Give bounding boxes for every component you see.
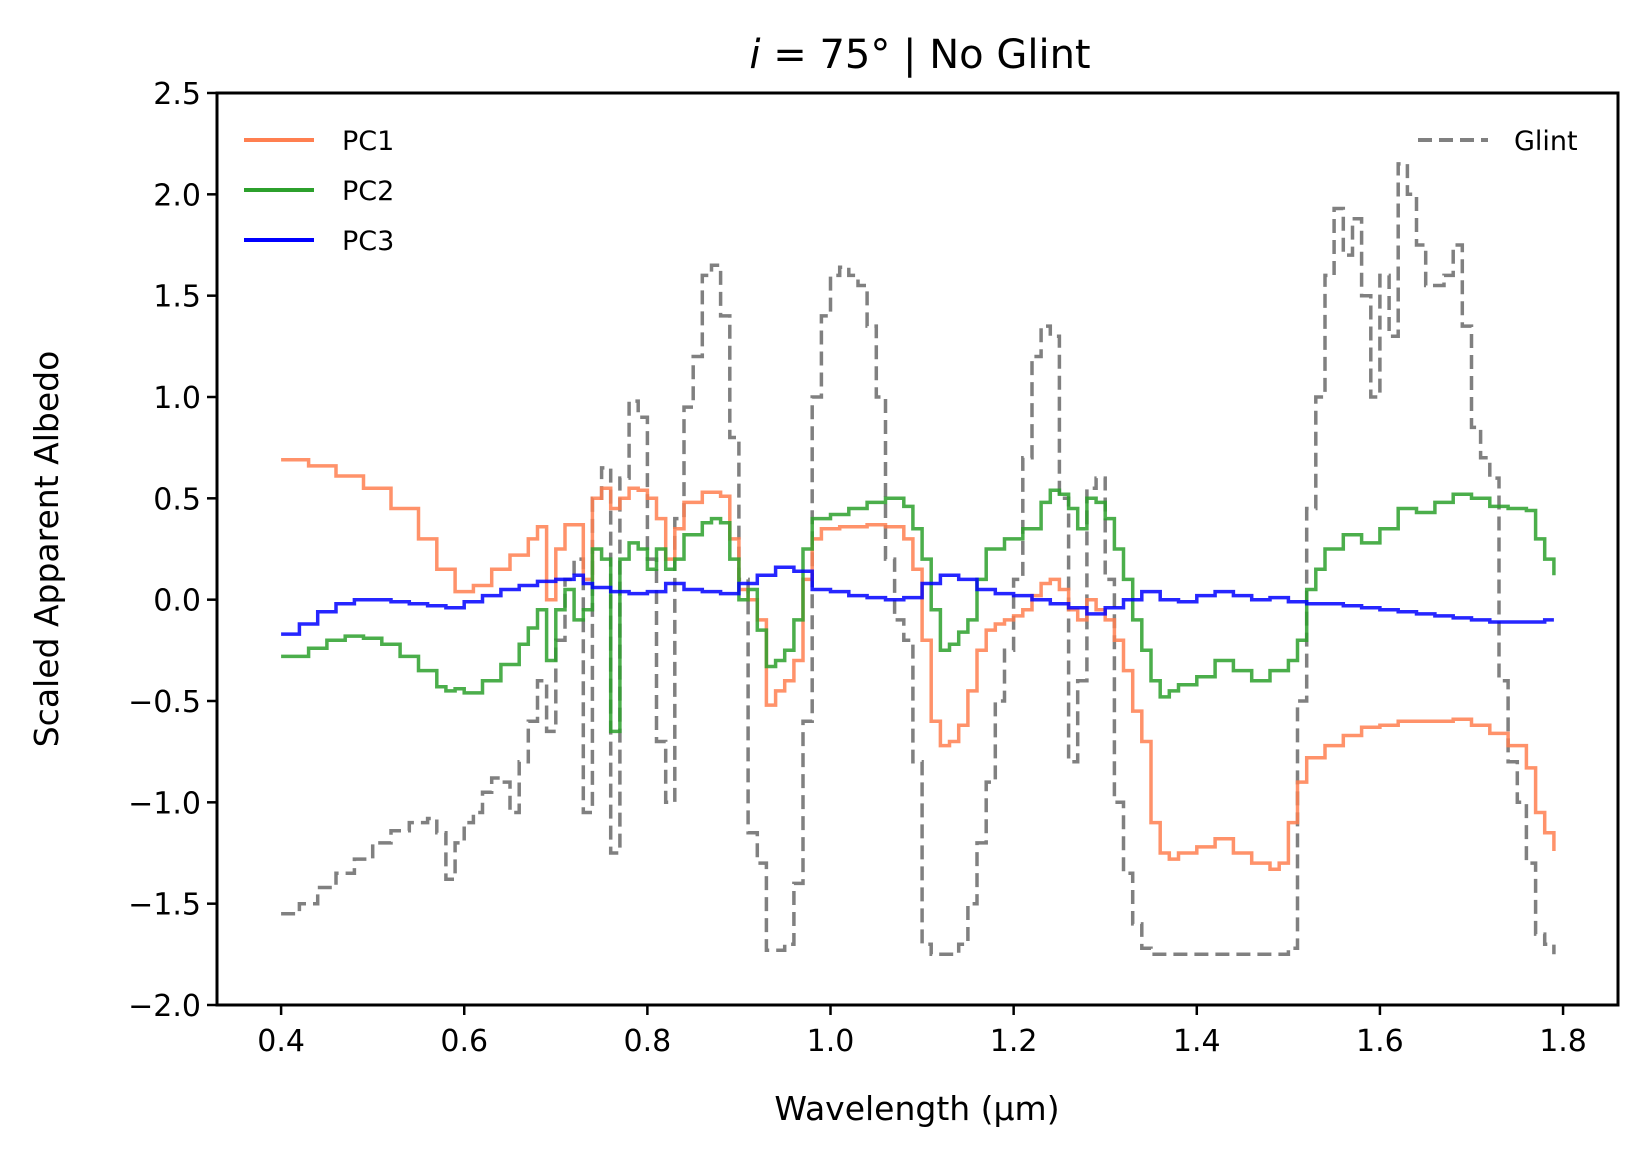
y-tick-label-8: 2.0 [153,178,201,213]
y-axis-label: Scaled Apparent Albedo [27,351,66,748]
y-tick-label-5: 0.5 [153,482,201,517]
legend-label-pc2: PC2 [342,176,394,207]
ticks-layer: 0.4 0.6 0.8 1.0 1.2 1.4 1.6 1.8 −2.0 −1.5 −1.0 −0.5… [128,77,1587,1059]
legend-label-pc3: PC3 [342,226,394,257]
legend-label-pc1: PC1 [342,126,394,157]
plot-frame [215,91,1620,1007]
series-layer [281,162,1556,957]
chart-title-var: i [749,32,760,78]
y-tick-label-0: −2.0 [128,989,201,1024]
y-tick-label-6: 1.0 [153,381,201,416]
y-tick-label-9: 2.5 [153,77,201,112]
chart-title: i = 75° | No Glint [749,32,1090,78]
y-tick-label-4: 0.0 [153,584,201,619]
legend-pcs: PC1 PC2 PC3 [244,126,394,257]
y-tick-label-1: −1.5 [128,888,201,923]
y-tick-label-3: −0.5 [128,685,201,720]
chart-title-rest: = 75° | No Glint [761,32,1091,78]
series-line-pc2 [281,488,1556,734]
legend-glint: Glint [1418,126,1578,157]
legend-label-glint: Glint [1514,126,1578,157]
x-tick-label-3: 1.0 [807,1024,855,1059]
x-tick-label-0: 0.4 [257,1024,305,1059]
x-tick-label-6: 1.6 [1356,1024,1404,1059]
series-line-glint [281,162,1556,957]
x-tick-label-1: 0.6 [440,1024,488,1059]
series-line-pc3 [281,565,1554,636]
x-tick-label-4: 1.2 [990,1024,1038,1059]
x-tick-label-7: 1.8 [1539,1024,1587,1059]
x-axis-label: Wavelength (μm) [774,1089,1059,1128]
x-tick-label-2: 0.8 [624,1024,672,1059]
y-tick-label-2: −1.0 [128,786,201,821]
x-tick-label-5: 1.4 [1173,1024,1221,1059]
series-line-pc1 [281,458,1556,871]
y-tick-label-7: 1.5 [153,280,201,315]
